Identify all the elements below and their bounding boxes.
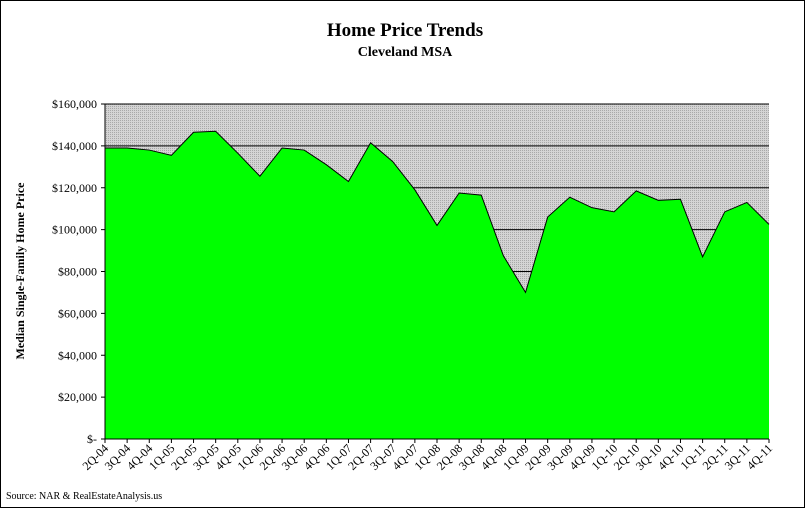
y-tick-label: $60,000 xyxy=(58,306,97,320)
y-axis-label: Median Single-Family Home Price xyxy=(13,182,27,360)
chart-title: Home Price Trends xyxy=(327,20,483,41)
y-tick-label: $40,000 xyxy=(58,348,97,362)
y-tick-label: $- xyxy=(87,432,97,446)
y-tick-label: $80,000 xyxy=(58,265,97,279)
chart-subtitle: Cleveland MSA xyxy=(358,45,453,60)
y-tick-label: $100,000 xyxy=(52,223,97,237)
y-tick-label: $20,000 xyxy=(58,390,97,404)
source-note: Source: NAR & RealEstateAnalysis.us xyxy=(6,491,162,502)
y-tick-label: $160,000 xyxy=(52,97,97,111)
area xyxy=(105,131,769,439)
y-tick-label: $120,000 xyxy=(52,181,97,195)
area-outline xyxy=(105,130,770,294)
y-tick-label: $140,000 xyxy=(52,139,97,153)
